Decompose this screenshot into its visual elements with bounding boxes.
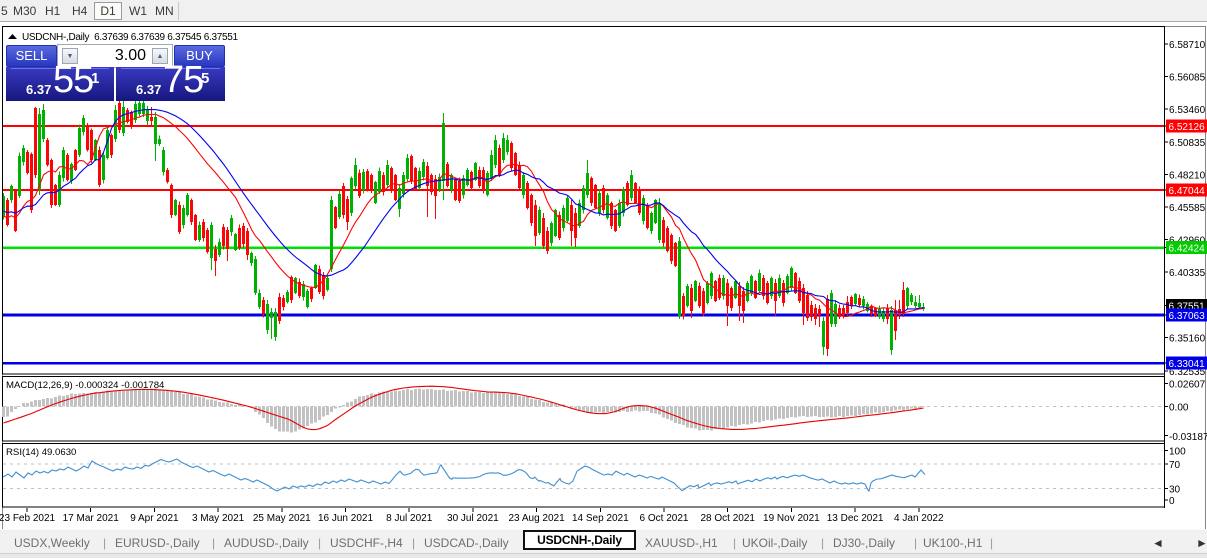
svg-text:6.42424: 6.42424	[1169, 244, 1206, 255]
svg-text:70: 70	[1169, 460, 1181, 471]
svg-text:30: 30	[1169, 484, 1181, 495]
svg-text:6.37551: 6.37551	[1169, 302, 1206, 313]
svg-text:6.52126: 6.52126	[1169, 122, 1206, 133]
svg-text:RSI(14) 49.0630: RSI(14) 49.0630	[6, 447, 76, 458]
svg-text:6.37063: 6.37063	[1169, 311, 1206, 322]
svg-text:6.53460: 6.53460	[1169, 105, 1206, 116]
svg-text:17 Mar 2021: 17 Mar 2021	[63, 513, 120, 524]
svg-text:6.42960: 6.42960	[1169, 236, 1206, 247]
svg-text:16 Jun 2021: 16 Jun 2021	[318, 513, 373, 524]
svg-text:USDCNH-,Daily 6.37639 6.37639: USDCNH-,Daily 6.37639 6.37639 6.37545 6.…	[22, 32, 239, 43]
svg-text:23 Aug 2021: 23 Aug 2021	[509, 513, 566, 524]
svg-text:23 Feb 2021: 23 Feb 2021	[0, 513, 56, 524]
svg-text:4 Jan 2022: 4 Jan 2022	[894, 513, 944, 524]
svg-text:6.58710: 6.58710	[1169, 40, 1206, 51]
svg-text:6.48210: 6.48210	[1169, 170, 1206, 181]
svg-text:6.32535: 6.32535	[1169, 367, 1206, 378]
svg-text:19 Nov 2021: 19 Nov 2021	[763, 513, 820, 524]
svg-text:0.02607: 0.02607	[1169, 380, 1206, 391]
svg-text:MACD(12,26,9) -0.000324 -0.001: MACD(12,26,9) -0.000324 -0.001784	[6, 380, 165, 391]
svg-text:30 Jul 2021: 30 Jul 2021	[447, 513, 499, 524]
svg-text:9 Apr 2021: 9 Apr 2021	[130, 513, 179, 524]
svg-text:8 Jul 2021: 8 Jul 2021	[386, 513, 433, 524]
svg-text:-0.031872: -0.031872	[1169, 432, 1207, 443]
svg-text:14 Sep 2021: 14 Sep 2021	[572, 513, 629, 524]
svg-text:100: 100	[1169, 447, 1186, 458]
svg-text:6.47044: 6.47044	[1169, 186, 1206, 197]
svg-text:6.56085: 6.56085	[1169, 73, 1206, 84]
svg-text:6.35160: 6.35160	[1169, 333, 1206, 344]
svg-text:0.00: 0.00	[1169, 402, 1189, 413]
svg-text:13 Dec 2021: 13 Dec 2021	[827, 513, 884, 524]
svg-text:3 May 2021: 3 May 2021	[192, 513, 245, 524]
svg-text:6.50835: 6.50835	[1169, 138, 1206, 149]
svg-text:6.45585: 6.45585	[1169, 203, 1206, 214]
svg-text:28 Oct 2021: 28 Oct 2021	[700, 513, 755, 524]
svg-text:25 May 2021: 25 May 2021	[253, 513, 311, 524]
svg-text:6.40335: 6.40335	[1169, 268, 1206, 279]
svg-text:0: 0	[1169, 496, 1175, 507]
svg-text:6.33041: 6.33041	[1169, 359, 1206, 370]
svg-text:6 Oct 2021: 6 Oct 2021	[640, 513, 689, 524]
